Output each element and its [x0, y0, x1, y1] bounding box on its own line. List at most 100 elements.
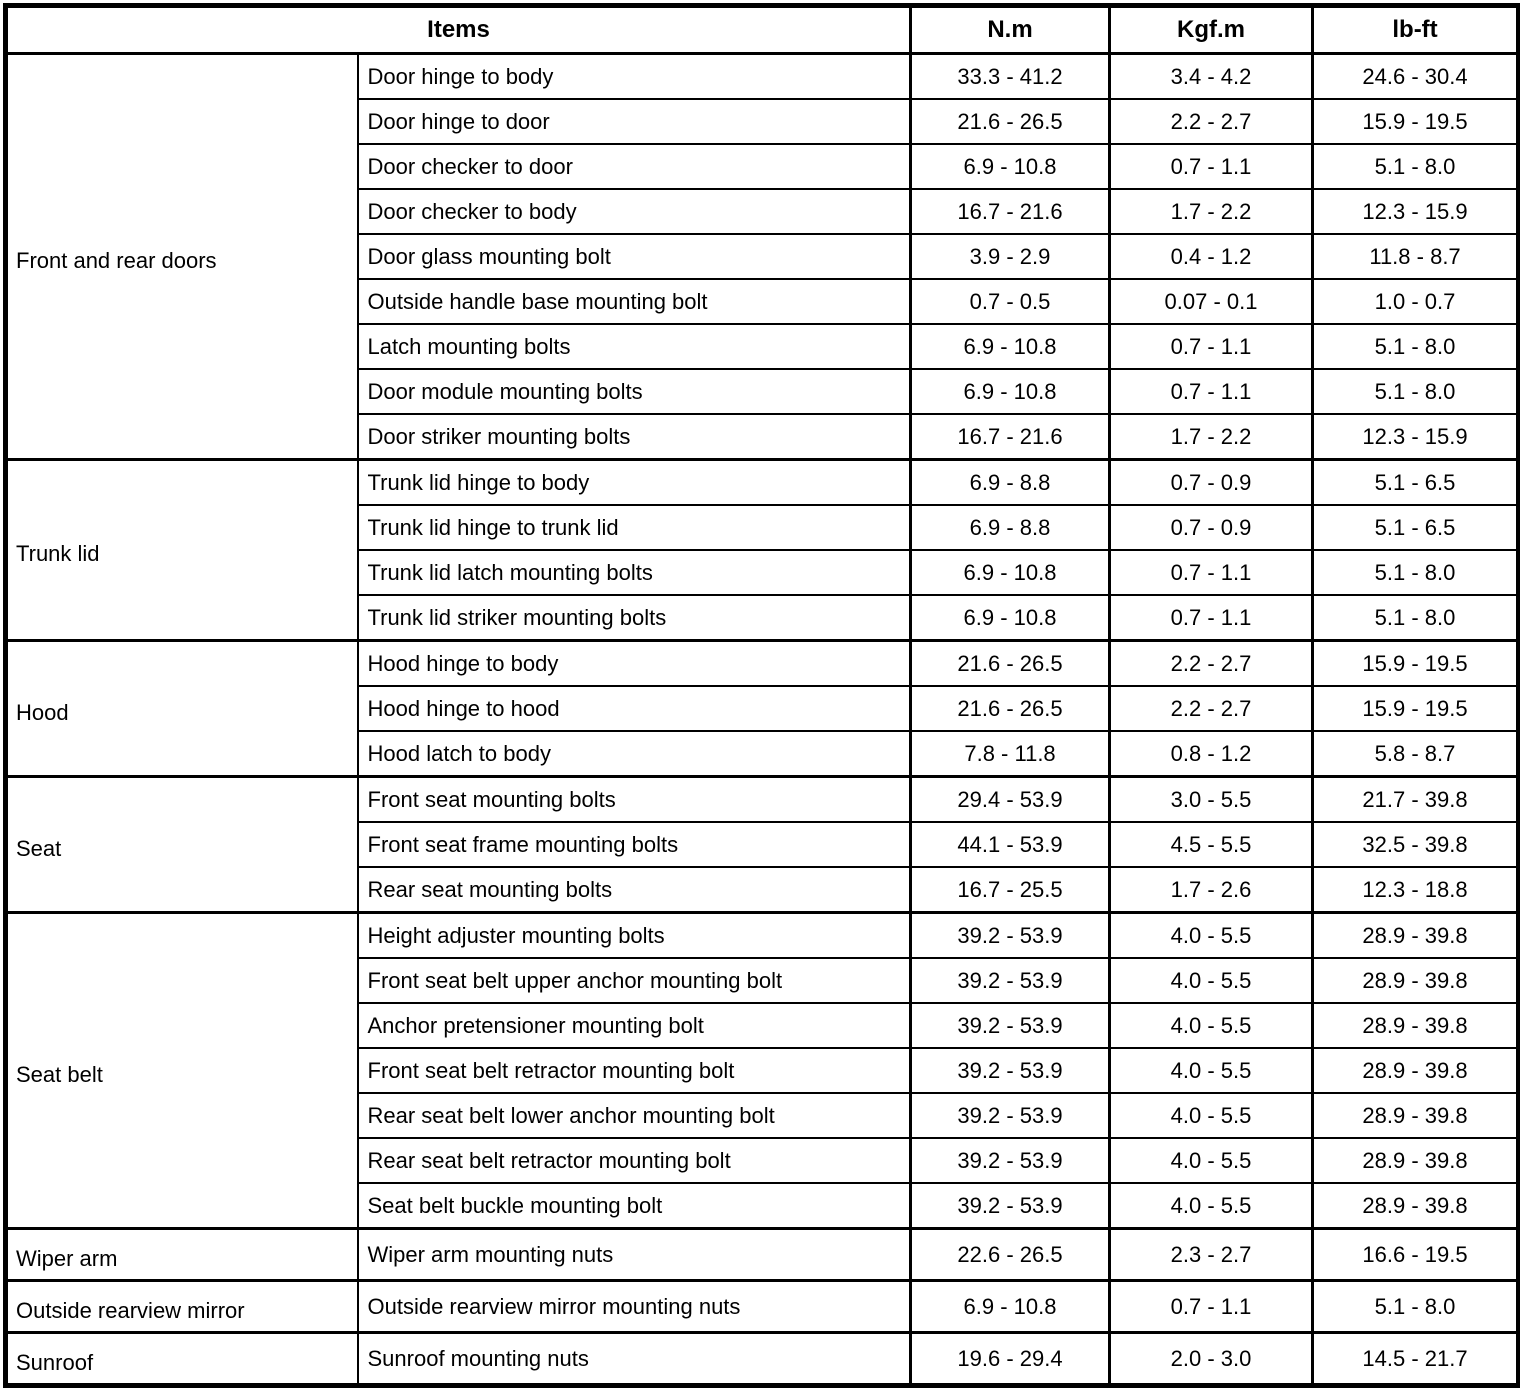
item-cell: Latch mounting bolts — [356, 323, 912, 370]
item-cell: Rear seat mounting bolts — [356, 866, 912, 914]
lbft-value-cell: 5.1 - 8.0 — [1311, 594, 1520, 642]
item-cell: Rear seat belt retractor mounting bolt — [356, 1137, 912, 1184]
table-row: Door glass mounting bolt 3.9 - 2.9 0.4 - 1… — [6, 233, 1520, 280]
kgfm-value-cell: 3.4 - 4.2 — [1108, 52, 1314, 100]
category-cell: Trunk lid — [4, 458, 359, 642]
category-cell: Outside rearview mirror — [4, 1279, 359, 1334]
nm-value-cell: 39.2 - 53.9 — [909, 911, 1111, 959]
nm-value-cell: 0.7 - 0.5 — [909, 278, 1111, 325]
table-row: Rear seat belt retractor mounting bolt 39… — [6, 1137, 1520, 1184]
nm-value-cell: 39.2 - 53.9 — [909, 957, 1111, 1004]
kgfm-column-header: Kgf.m — [1108, 4, 1314, 55]
kgfm-value-cell: 0.7 - 1.1 — [1108, 1279, 1314, 1334]
lbft-value-cell: 15.9 - 19.5 — [1311, 98, 1520, 145]
nm-value-cell: 39.2 - 53.9 — [909, 1182, 1111, 1230]
nm-value-cell: 6.9 - 10.8 — [909, 1279, 1111, 1334]
kgfm-value-cell: 0.7 - 0.9 — [1108, 458, 1314, 506]
nm-value-cell: 16.7 - 21.6 — [909, 188, 1111, 235]
table-row: Sunroof Sunroof mounting nuts 19.6 - 29.4 2… — [4, 1331, 1520, 1387]
kgfm-value-cell: 1.7 - 2.2 — [1108, 188, 1314, 235]
kgfm-value-cell: 0.7 - 1.1 — [1108, 549, 1314, 596]
lbft-value-cell: 28.9 - 39.8 — [1311, 957, 1520, 1004]
lbft-value-cell: 32.5 - 39.8 — [1311, 821, 1520, 868]
table-row: Outside rearview mirror Outside rearview … — [4, 1279, 1520, 1334]
lbft-column-header: lb-ft — [1311, 4, 1520, 55]
kgfm-value-cell: 2.3 - 2.7 — [1108, 1227, 1314, 1282]
nm-value-cell: 29.4 - 53.9 — [909, 775, 1111, 823]
item-cell: Door checker to body — [356, 188, 912, 235]
item-cell: Trunk lid striker mounting bolts — [356, 594, 912, 642]
table-row: Front and rear doors Door hinge to body 33… — [4, 52, 1520, 461]
nm-value-cell: 7.8 - 11.8 — [909, 730, 1111, 778]
kgfm-value-cell: 4.0 - 5.5 — [1108, 957, 1314, 1004]
table-row: Wiper arm Wiper arm mounting nuts 22.6 - 2… — [4, 1227, 1520, 1282]
category-cell: Seat — [4, 775, 359, 914]
lbft-value-cell: 21.7 - 39.8 — [1311, 775, 1520, 823]
kgfm-value-cell: 2.2 - 2.7 — [1108, 639, 1314, 687]
item-cell: Door module mounting bolts — [356, 368, 912, 415]
item-cell: Front seat belt upper anchor mounting bo… — [356, 957, 912, 1004]
lbft-value-cell: 1.0 - 0.7 — [1311, 278, 1520, 325]
kgfm-value-cell: 4.0 - 5.5 — [1108, 1002, 1314, 1049]
nm-value-cell: 21.6 - 26.5 — [909, 98, 1111, 145]
item-cell: Door checker to door — [356, 143, 912, 190]
table-row: Seat Front seat mounting bolts 29.4 - 53.9… — [4, 775, 1520, 914]
item-cell: Sunroof mounting nuts — [356, 1331, 912, 1387]
kgfm-value-cell: 4.5 - 5.5 — [1108, 821, 1314, 868]
nm-value-cell: 39.2 - 53.9 — [909, 1002, 1111, 1049]
nm-value-cell: 6.9 - 8.8 — [909, 504, 1111, 551]
category-cell: Hood — [4, 639, 359, 778]
lbft-value-cell: 5.1 - 8.0 — [1311, 323, 1520, 370]
nm-value-cell: 16.7 - 21.6 — [909, 413, 1111, 461]
lbft-value-cell: 5.1 - 8.0 — [1311, 368, 1520, 415]
kgfm-value-cell: 0.07 - 0.1 — [1108, 278, 1314, 325]
item-cell: Hood hinge to body — [356, 639, 912, 687]
kgfm-value-cell: 3.0 - 5.5 — [1108, 775, 1314, 823]
lbft-value-cell: 12.3 - 15.9 — [1311, 188, 1520, 235]
kgfm-value-cell: 2.0 - 3.0 — [1108, 1331, 1314, 1387]
items-column-header: Items — [4, 4, 912, 55]
kgfm-value-cell: 0.7 - 1.1 — [1108, 323, 1314, 370]
item-cell: Hood latch to body — [356, 730, 912, 778]
kgfm-value-cell: 4.0 - 5.5 — [1108, 911, 1314, 959]
lbft-value-cell: 24.6 - 30.4 — [1311, 52, 1520, 100]
nm-value-cell: 33.3 - 41.2 — [909, 52, 1111, 100]
nm-value-cell: 21.6 - 26.5 — [909, 685, 1111, 732]
nm-value-cell: 22.6 - 26.5 — [909, 1227, 1111, 1282]
nm-value-cell: 39.2 - 53.9 — [909, 1092, 1111, 1139]
table-row: Trunk lid striker mounting bolts 6.9 - 10… — [6, 594, 1520, 642]
header-row: Items N.m Kgf.m lb-ft — [4, 4, 1520, 55]
table-row: Rear seat mounting bolts 16.7 - 25.5 1.7 -… — [6, 866, 1520, 914]
kgfm-value-cell: 0.7 - 1.1 — [1108, 594, 1314, 642]
lbft-value-cell: 11.8 - 8.7 — [1311, 233, 1520, 280]
nm-value-cell: 44.1 - 53.9 — [909, 821, 1111, 868]
table-row: Trunk lid latch mounting bolts 6.9 - 10.8… — [6, 549, 1520, 596]
item-cell: Trunk lid hinge to trunk lid — [356, 504, 912, 551]
item-cell: Door glass mounting bolt — [356, 233, 912, 280]
table-row: Seat belt Height adjuster mounting bolts 3… — [4, 911, 1520, 1230]
item-cell: Anchor pretensioner mounting bolt — [356, 1002, 912, 1049]
item-cell: Trunk lid hinge to body — [356, 458, 912, 506]
table-row: Door hinge to door 21.6 - 26.5 2.2 - 2.7 15… — [6, 98, 1520, 145]
nm-value-cell: 3.9 - 2.9 — [909, 233, 1111, 280]
nm-column-header: N.m — [909, 4, 1111, 55]
table-row: Hood Hood hinge to body 21.6 - 26.5 2.2 - 2… — [4, 639, 1520, 778]
lbft-value-cell: 14.5 - 21.7 — [1311, 1331, 1520, 1387]
category-cell: Wiper arm — [4, 1227, 359, 1282]
kgfm-value-cell: 4.0 - 5.5 — [1108, 1137, 1314, 1184]
item-cell: Front seat mounting bolts — [356, 775, 912, 823]
kgfm-value-cell: 1.7 - 2.6 — [1108, 866, 1314, 914]
table-row: Hood latch to body 7.8 - 11.8 0.8 - 1.2 5.8… — [6, 730, 1520, 778]
lbft-value-cell: 15.9 - 19.5 — [1311, 639, 1520, 687]
kgfm-value-cell: 0.7 - 1.1 — [1108, 368, 1314, 415]
table-row: Hood hinge to hood 21.6 - 26.5 2.2 - 2.7 15… — [6, 685, 1520, 732]
lbft-value-cell: 15.9 - 19.5 — [1311, 685, 1520, 732]
table-row: Trunk lid hinge to trunk lid 6.9 - 8.8 0.7… — [6, 504, 1520, 551]
torque-spec-table: Items N.m Kgf.m lb-ft Front and rear doo… — [3, 3, 1520, 1388]
nm-value-cell: 16.7 - 25.5 — [909, 866, 1111, 914]
table-row: Front seat belt upper anchor mounting bo… — [6, 957, 1520, 1004]
table-row: Anchor pretensioner mounting bolt 39.2 - … — [6, 1002, 1520, 1049]
item-cell: Door hinge to body — [356, 52, 912, 100]
item-cell: Hood hinge to hood — [356, 685, 912, 732]
lbft-value-cell: 12.3 - 15.9 — [1311, 413, 1520, 461]
